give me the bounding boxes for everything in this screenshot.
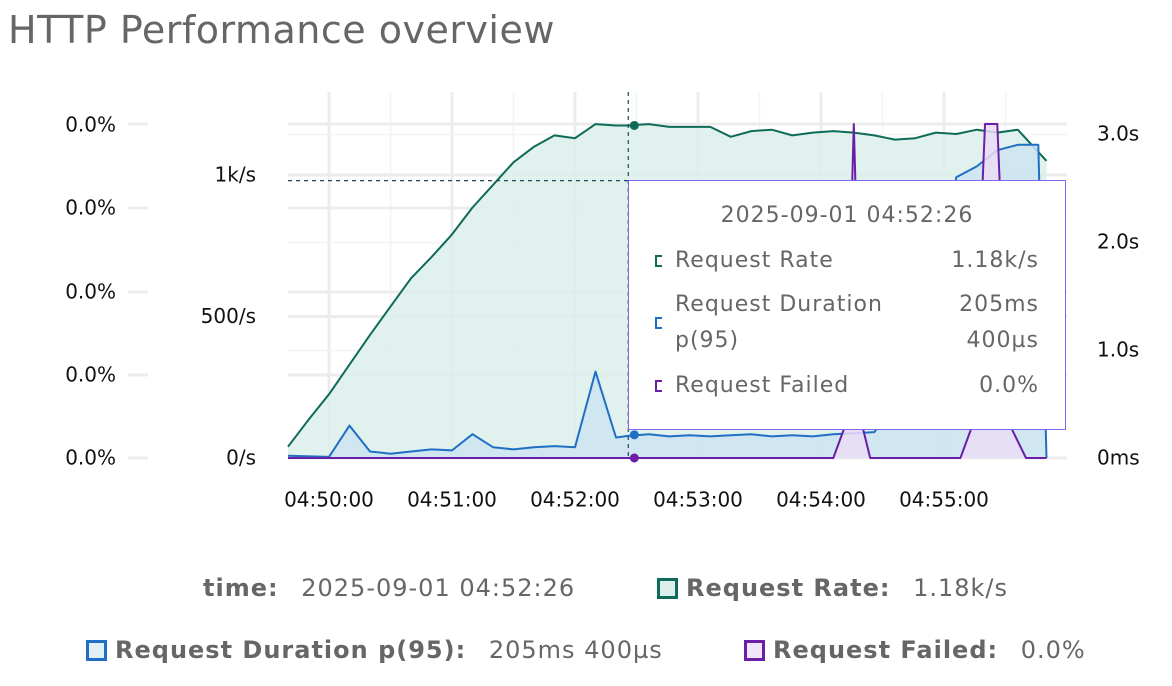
legend-time-value: 2025-09-01 04:52:26	[301, 574, 576, 602]
y-right-tick-label: 2.0s	[1097, 230, 1139, 254]
y-left-outer-tick-label: 0.0%	[65, 363, 116, 387]
request-rate-swatch	[657, 578, 678, 599]
legend-item-request-rate[interactable]: Request Rate: 1.18k/s	[657, 574, 1008, 602]
x-tick-label: 04:55:00	[899, 488, 989, 512]
legend-item-request-failed[interactable]: Request Failed: 0.0%	[744, 636, 1086, 664]
legend-time-label: time:	[203, 574, 279, 602]
y-left-tick-label: 500/s	[201, 304, 256, 328]
y-left-outer-tick-label: 0.0%	[65, 196, 116, 220]
tooltip-row-request-failed: Request Failed 0.0%	[655, 368, 1039, 404]
legend-item-request-duration[interactable]: Request Duration p(95): 205ms 400µs	[86, 636, 663, 664]
request-duration-point	[629, 430, 639, 440]
y-left-tick-label: 1k/s	[215, 163, 256, 187]
tooltip-series-name: Request Failed	[675, 373, 850, 398]
legend-item-label: Request Duration p(95):	[115, 636, 467, 664]
tooltip-series-name: Request Duration	[675, 292, 883, 317]
y-left-outer-tick-label: 0.0%	[65, 446, 116, 470]
tooltip-row-request-duration: Request Duration p(95) 205ms 400µs	[655, 287, 1039, 359]
legend-time: time: 2025-09-01 04:52:26	[203, 574, 575, 602]
tooltip-series-value: 1.18k/s	[951, 248, 1039, 273]
chart-title: HTTP Performance overview	[8, 8, 555, 52]
request-duration-swatch	[655, 317, 662, 329]
request-rate-point	[629, 120, 639, 130]
request-failed-swatch	[655, 380, 662, 392]
y-right-tick-label: 0ms	[1097, 446, 1140, 470]
y-right-tick-label: 3.0s	[1097, 122, 1139, 146]
x-tick-label: 04:52:00	[530, 488, 620, 512]
request-duration-swatch	[86, 640, 107, 661]
tooltip-row-request-rate: Request Rate 1.18k/s	[655, 243, 1039, 279]
y-left-tick-label: 0/s	[226, 446, 256, 470]
tooltip-series-value-line2: 400µs	[966, 328, 1039, 353]
legend-item-value: 0.0%	[1020, 636, 1086, 664]
legend-item-value: 1.18k/s	[913, 574, 1009, 602]
request-rate-line	[287, 123, 1048, 448]
request-rate-swatch	[655, 255, 662, 267]
y-right-tick-label: 1.0s	[1097, 338, 1139, 362]
tooltip-series-value: 0.0%	[979, 373, 1039, 398]
tooltip-time: 2025-09-01 04:52:26	[720, 203, 974, 228]
x-tick-label: 04:54:00	[776, 488, 866, 512]
hover-tooltip: 2025-09-01 04:52:26 Request Rate 1.18k/s…	[628, 180, 1066, 430]
x-tick-label: 04:50:00	[284, 488, 374, 512]
request-failed-point	[629, 453, 639, 463]
legend-item-label: Request Failed:	[773, 636, 999, 664]
axes: 04:50:00 04:51:00 04:52:00 04:53:00 04:54:00…	[65, 113, 1139, 512]
x-tick-label: 04:53:00	[653, 488, 743, 512]
tooltip-series-value: 205ms	[959, 292, 1039, 317]
x-tick-label: 04:51:00	[407, 488, 497, 512]
tooltip-series-name-line2: p(95)	[675, 328, 740, 353]
legend-item-label: Request Rate:	[686, 574, 891, 602]
y-left-outer-tick-label: 0.0%	[65, 113, 116, 137]
y-left-outer-tick-label: 0.0%	[65, 280, 116, 304]
request-failed-swatch	[744, 640, 765, 661]
tooltip-series-name: Request Rate	[675, 248, 834, 273]
legend-item-value: 205ms 400µs	[488, 636, 663, 664]
